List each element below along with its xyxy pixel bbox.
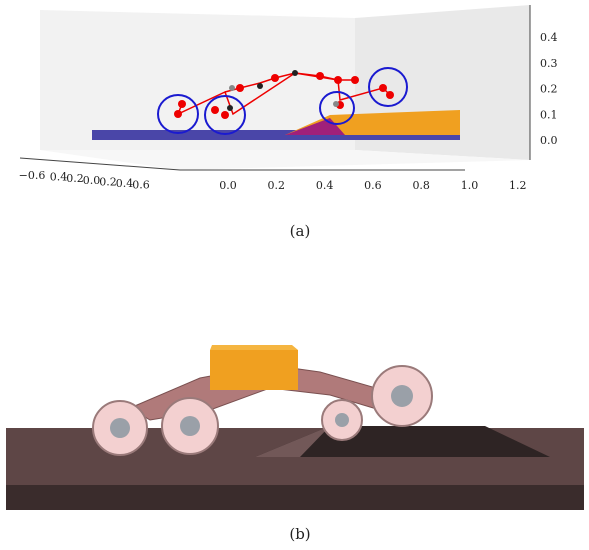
x-tick-label: 0.4 xyxy=(316,179,334,192)
x-tick-label: 1.2 xyxy=(509,179,527,192)
robot-battery-box xyxy=(210,350,298,390)
z-tick-label: 0.1 xyxy=(540,108,558,121)
y-tick-label: 0.4 xyxy=(50,171,68,184)
y-tick-label: 0.4 xyxy=(116,177,134,190)
z-tick-label: 0.3 xyxy=(540,57,558,70)
x-tick-label: 0.6 xyxy=(364,179,382,192)
z-tick-label: 0.2 xyxy=(540,83,558,96)
y-tick-label: 0.0 xyxy=(83,174,101,187)
panel-b-render xyxy=(6,345,584,510)
caption-a: (a) xyxy=(290,222,311,240)
x-tick-label: 0.2 xyxy=(268,179,286,192)
caption-b: (b) xyxy=(289,525,310,543)
x-tick-label: 1.0 xyxy=(461,179,479,192)
x-tick-label: 0.0 xyxy=(219,179,237,192)
y-tick-label: −0.6 xyxy=(19,169,46,182)
ground-front xyxy=(6,485,584,510)
y-tick-label: 0.2 xyxy=(66,172,84,185)
z-tick-label: 0.4 xyxy=(540,31,558,44)
z-tick-label: 0.0 xyxy=(540,134,558,147)
y-tick-label: 0.2 xyxy=(99,175,117,188)
y-tick-label: 0.6 xyxy=(132,179,150,192)
robot-box-top xyxy=(210,345,298,350)
figure: 0.00.20.40.60.81.01.2−0.60.40.20.00.20.4… xyxy=(0,0,589,550)
panel-a-plot xyxy=(20,5,530,170)
x-tick-label: 0.8 xyxy=(412,179,430,192)
